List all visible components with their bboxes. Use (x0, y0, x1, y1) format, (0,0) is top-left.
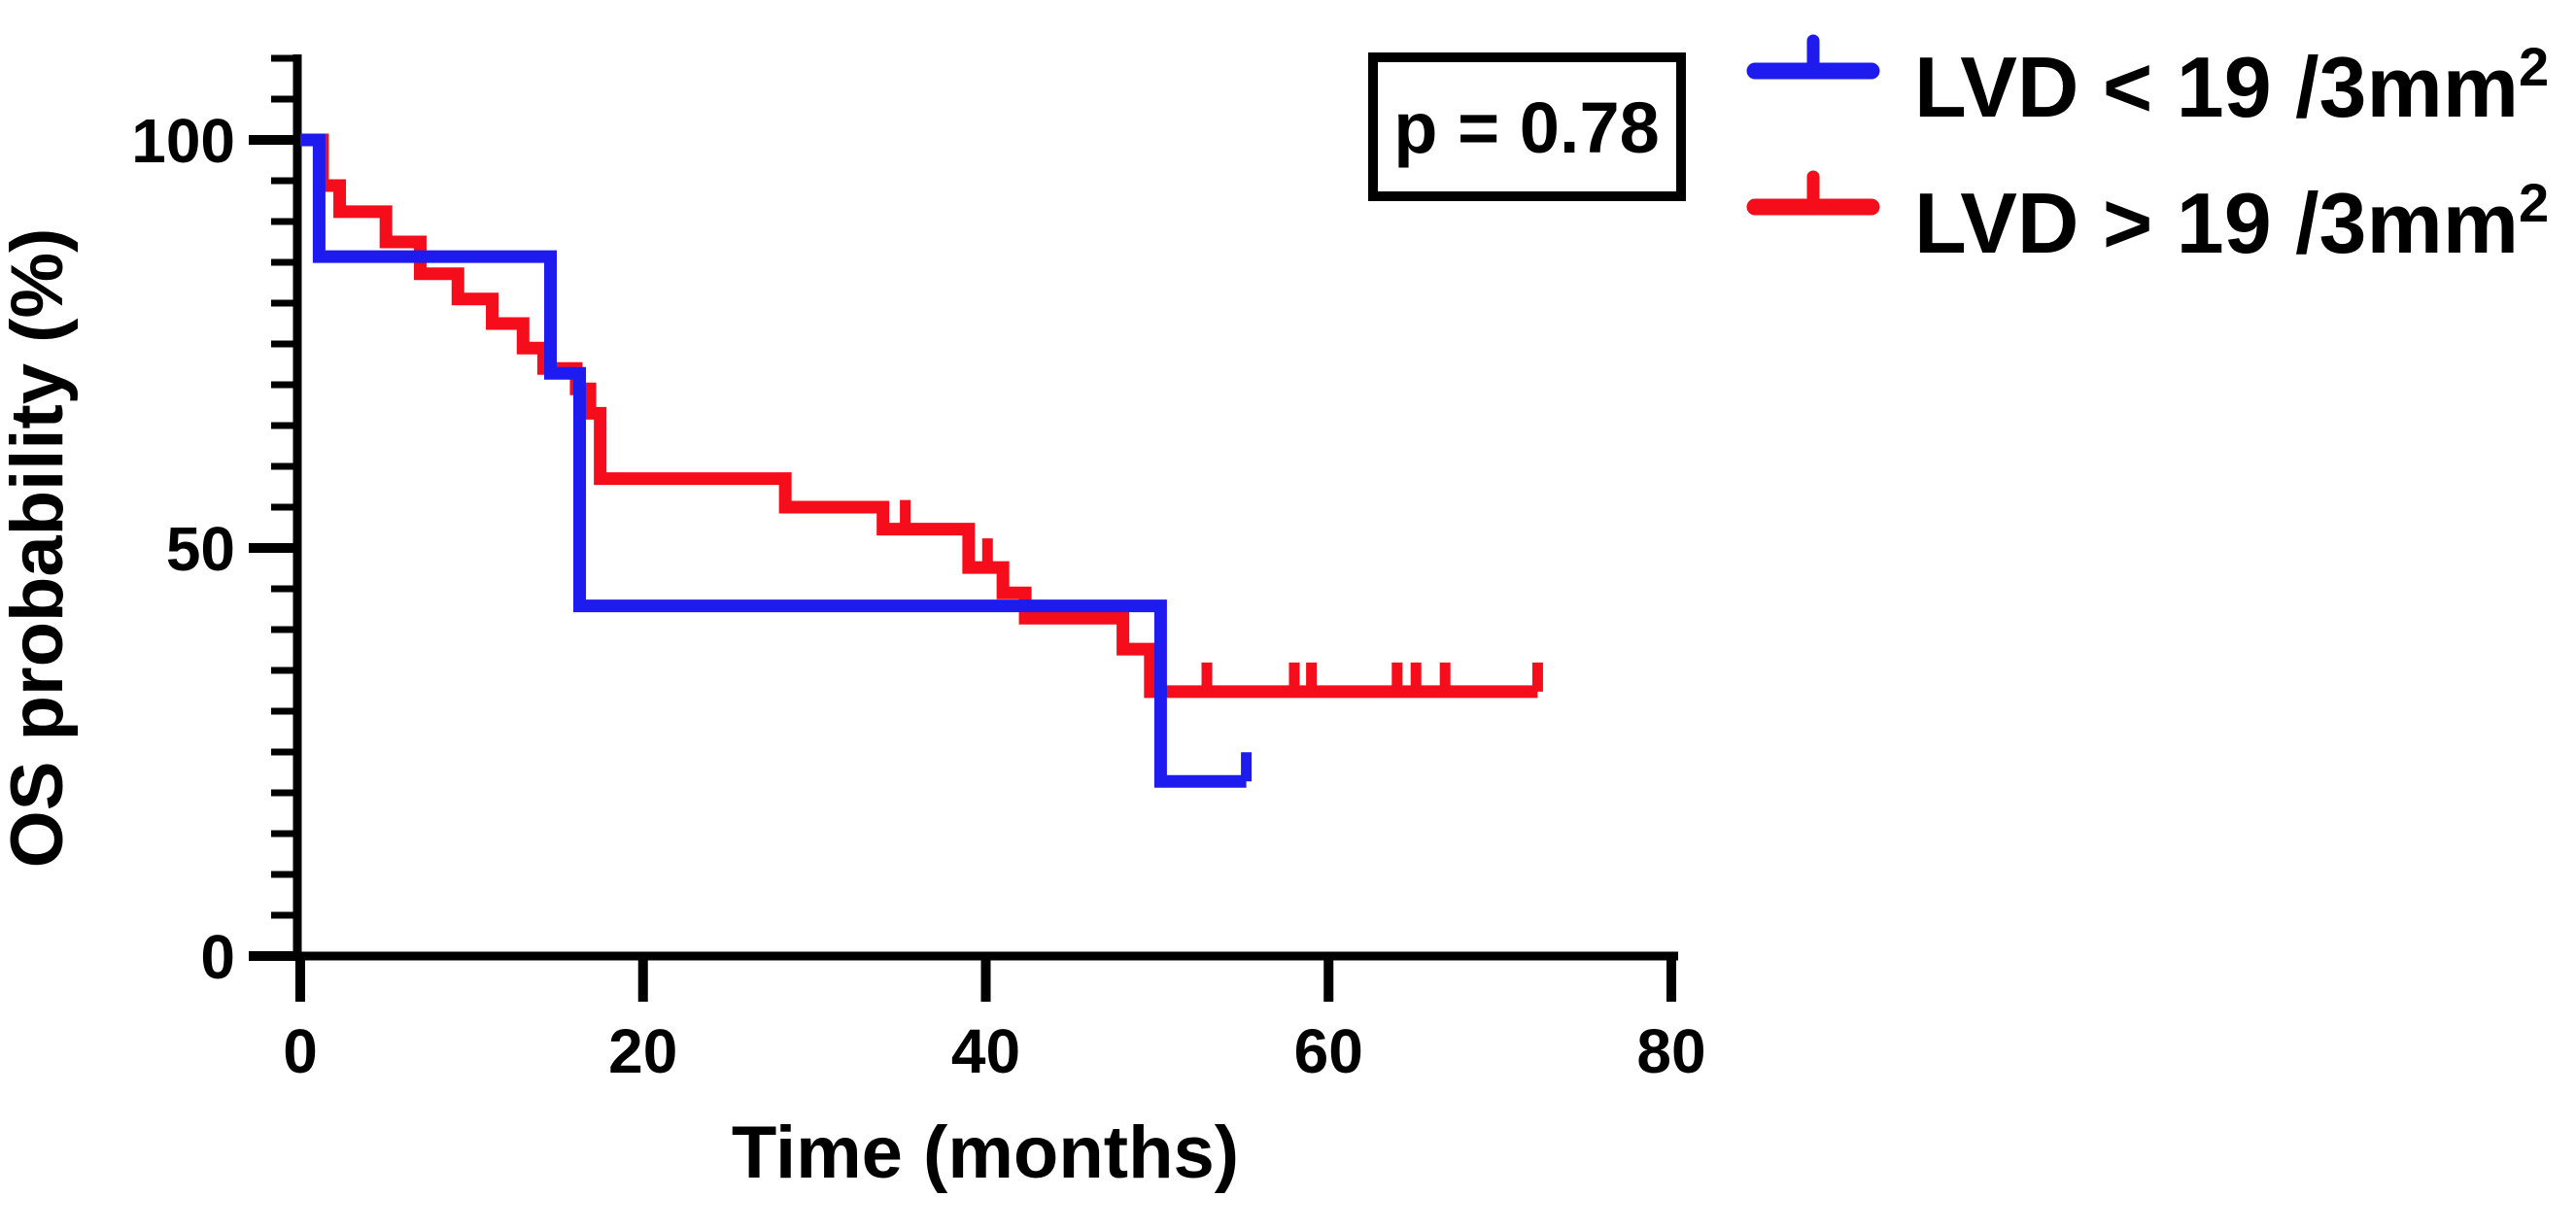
legend-entry-lvd-low: LVD < 19 /3mm2 (1746, 34, 2549, 135)
y-tick-label: 100 (131, 106, 235, 176)
km-curve (300, 133, 1247, 788)
x-tick-label: 20 (608, 1016, 677, 1086)
y-tick-label: 50 (166, 514, 235, 584)
legend: LVD < 19 /3mm2 LVD > 19 /3mm2 (1746, 34, 2549, 271)
x-tick-label: 60 (1294, 1016, 1363, 1086)
x-axis-title: Time (months) (732, 1111, 1239, 1194)
legend-label-lvd-high: LVD > 19 /3mm2 (1914, 172, 2549, 271)
p-value-text: p = 0.78 (1393, 87, 1660, 168)
y-axis-title: OS probability (%) (0, 228, 79, 869)
x-tick-label: 40 (951, 1016, 1020, 1086)
x-tick-label: 80 (1636, 1016, 1705, 1086)
p-value-frame (1368, 52, 1686, 201)
legend-entry-lvd-high: LVD > 19 /3mm2 (1746, 170, 2549, 271)
y-tick-label: 0 (200, 922, 235, 992)
legend-label-lvd-low: LVD < 19 /3mm2 (1914, 36, 2549, 135)
axes: 0 50 100 0 20 40 60 80 (131, 54, 1706, 1086)
x-tick-label: 0 (283, 1016, 318, 1086)
p-value-box: p = 0.78 (1368, 52, 1686, 201)
survival-curves (300, 133, 1543, 788)
km-series-lvd-low (300, 133, 1253, 788)
